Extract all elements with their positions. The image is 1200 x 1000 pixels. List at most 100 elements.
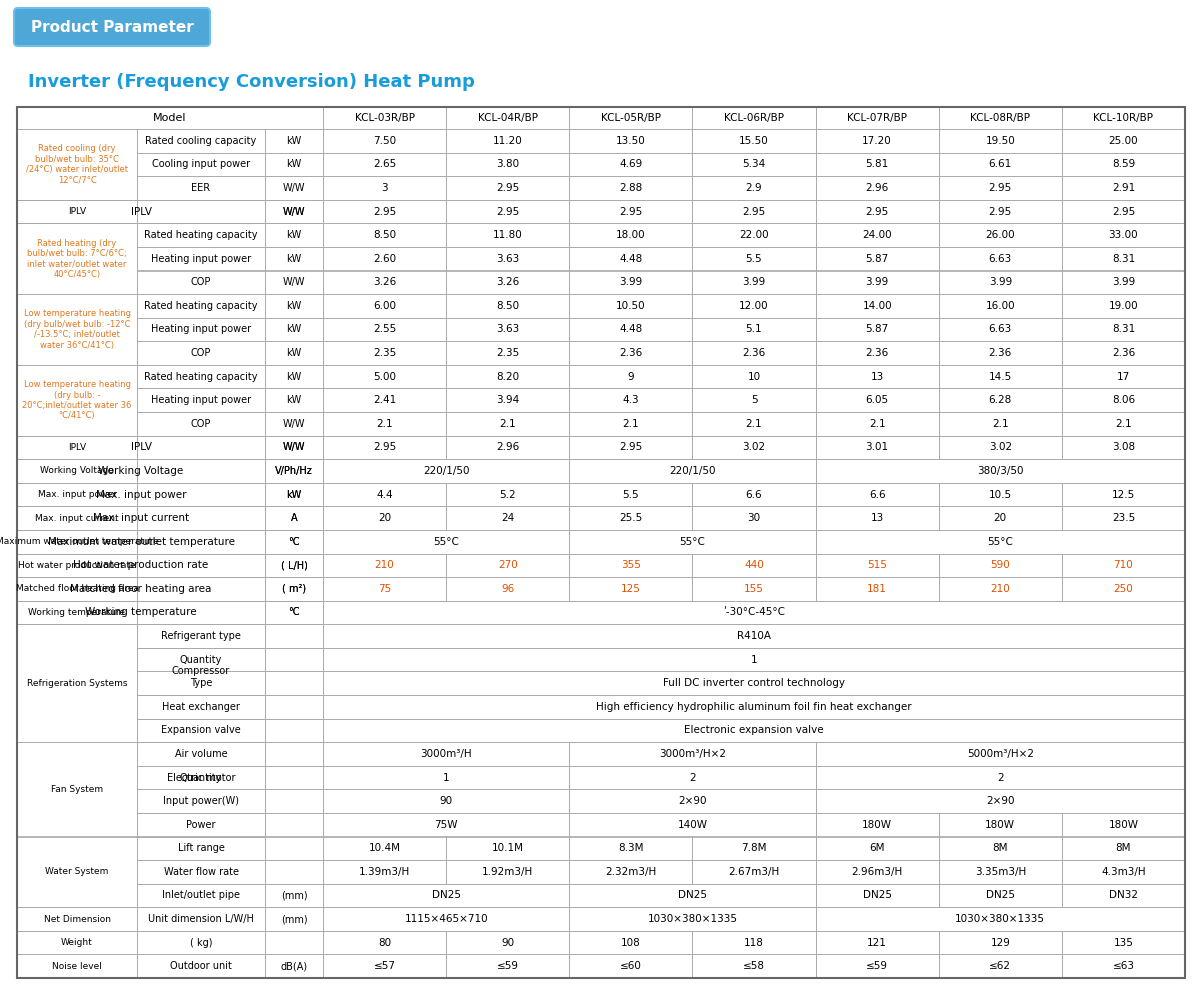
Text: EER: EER	[192, 183, 210, 193]
Text: 2.1: 2.1	[992, 419, 1008, 429]
Text: 7.50: 7.50	[373, 136, 396, 146]
Bar	[446, 365, 569, 388]
Bar	[569, 577, 692, 601]
Bar	[265, 671, 323, 695]
Text: 22.00: 22.00	[739, 230, 769, 240]
Bar	[446, 554, 569, 577]
Text: 2.95: 2.95	[865, 207, 889, 217]
Bar	[569, 954, 692, 978]
Text: 2.36: 2.36	[1112, 348, 1135, 358]
Text: Cooling input power: Cooling input power	[152, 159, 250, 169]
Text: KCL-06R/BP: KCL-06R/BP	[724, 113, 784, 123]
Bar	[323, 483, 446, 506]
Bar	[938, 412, 1062, 436]
Text: W/W: W/W	[283, 442, 305, 452]
Text: 5.2: 5.2	[499, 490, 516, 500]
Text: 2×90: 2×90	[678, 796, 707, 806]
Bar	[17, 601, 137, 624]
Bar	[938, 860, 1062, 884]
Text: (mm): (mm)	[281, 914, 307, 924]
Text: V/Ph/Hz: V/Ph/Hz	[275, 466, 313, 476]
Bar	[1062, 365, 1186, 388]
Text: Quantity: Quantity	[180, 655, 222, 665]
Bar	[1062, 860, 1184, 884]
Bar	[569, 129, 692, 153]
Text: COP: COP	[191, 348, 211, 358]
Text: IPLV: IPLV	[131, 207, 151, 217]
Bar	[137, 766, 265, 789]
Bar	[323, 860, 446, 884]
Bar	[446, 176, 569, 200]
Bar	[17, 624, 137, 742]
Bar	[569, 388, 692, 412]
Text: 12.00: 12.00	[739, 301, 769, 311]
Bar	[816, 388, 938, 412]
Text: Quantity: Quantity	[180, 773, 222, 783]
Bar	[816, 836, 938, 860]
Bar	[137, 742, 265, 766]
Text: 2.1: 2.1	[499, 419, 516, 429]
Bar	[569, 907, 816, 931]
Bar	[938, 247, 1062, 270]
Bar	[1062, 884, 1184, 907]
Text: 3.99: 3.99	[619, 277, 642, 287]
Text: 355: 355	[620, 560, 641, 570]
Text: Matched floor heating area: Matched floor heating area	[16, 584, 138, 593]
Bar	[1062, 954, 1186, 978]
Bar	[569, 107, 692, 129]
Bar	[137, 129, 265, 153]
Text: Power: Power	[186, 820, 216, 830]
Text: 4.3m3/H: 4.3m3/H	[1102, 867, 1146, 877]
Bar	[17, 459, 265, 483]
Bar	[323, 931, 446, 954]
Text: 18.00: 18.00	[616, 230, 646, 240]
Bar	[17, 506, 137, 530]
Text: Model: Model	[154, 113, 187, 123]
Bar	[816, 176, 938, 200]
Text: 2.1: 2.1	[745, 419, 762, 429]
Bar	[938, 506, 1062, 530]
Bar	[137, 294, 265, 318]
Text: W/W: W/W	[283, 207, 305, 217]
Text: Working Voltage: Working Voltage	[98, 466, 184, 476]
Bar	[323, 907, 569, 931]
Bar	[446, 412, 569, 436]
Bar	[692, 294, 816, 318]
Text: 8.50: 8.50	[496, 301, 520, 311]
Text: 250: 250	[1114, 584, 1133, 594]
Text: Working Voltage: Working Voltage	[40, 466, 114, 475]
Bar	[265, 789, 323, 813]
Bar	[323, 223, 446, 247]
Text: 1: 1	[443, 773, 450, 783]
Bar	[446, 931, 569, 954]
Text: Type: Type	[190, 678, 212, 688]
Text: 6.63: 6.63	[989, 324, 1012, 334]
Text: 8.50: 8.50	[373, 230, 396, 240]
Bar	[1062, 107, 1186, 129]
Text: 118: 118	[744, 938, 764, 948]
Text: Weight: Weight	[61, 938, 92, 947]
Bar	[17, 483, 137, 506]
Text: kW: kW	[287, 490, 301, 500]
Text: 9: 9	[628, 372, 634, 382]
Bar	[816, 270, 938, 294]
Bar	[323, 270, 446, 294]
Text: Air volume: Air volume	[175, 749, 227, 759]
Text: 8.31: 8.31	[1112, 324, 1135, 334]
Bar	[938, 836, 1062, 860]
Text: Max. input power: Max. input power	[96, 490, 186, 500]
Text: 155: 155	[744, 584, 764, 594]
Text: 8.3M: 8.3M	[618, 843, 643, 853]
Bar	[17, 931, 137, 954]
Bar	[323, 247, 446, 270]
Bar	[265, 483, 323, 506]
Bar	[265, 506, 323, 530]
Text: ≤59: ≤59	[866, 961, 888, 971]
Text: 10.1M: 10.1M	[492, 843, 523, 853]
Text: 2.95: 2.95	[619, 207, 642, 217]
Text: IPLV: IPLV	[68, 207, 86, 216]
Bar	[265, 459, 323, 483]
Bar	[137, 530, 265, 554]
Bar	[265, 766, 323, 789]
Text: 2.55: 2.55	[373, 324, 396, 334]
